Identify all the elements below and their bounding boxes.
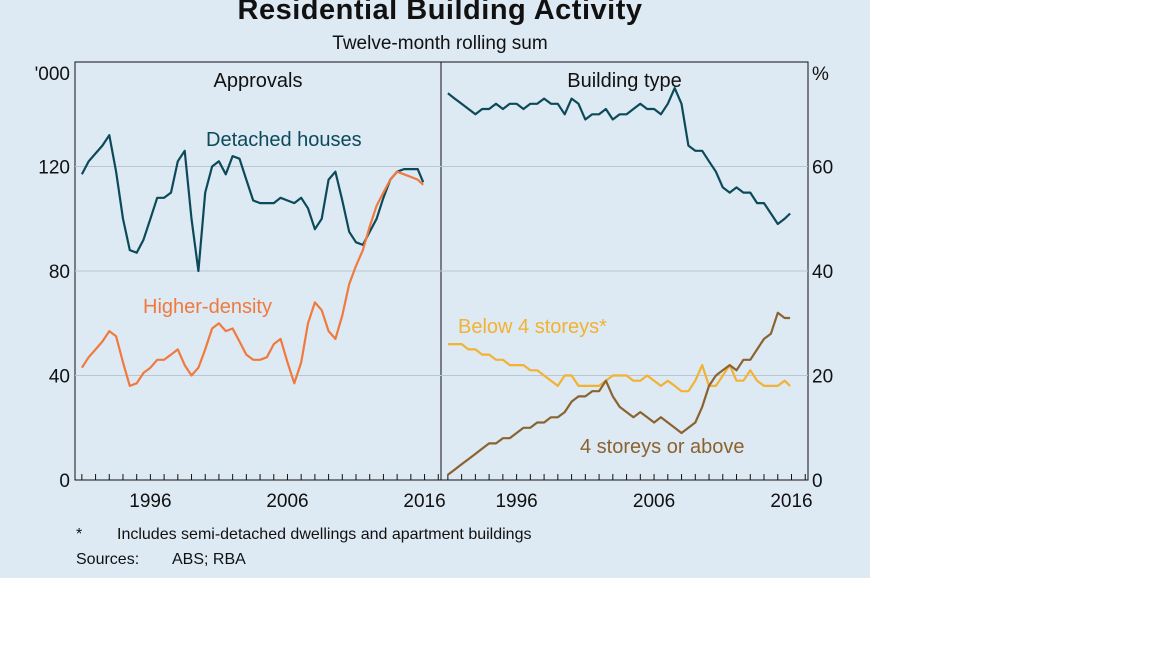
x-tick-label: 1996 xyxy=(129,491,171,512)
y-tick-label: 80 xyxy=(49,262,70,283)
x-tick-label: 1996 xyxy=(495,491,537,512)
y-tick-label: 60 xyxy=(812,158,833,179)
footnote-marker: * xyxy=(76,526,83,543)
panel-title: Building type xyxy=(567,70,682,92)
series-annotation: Below 4 storeys* xyxy=(458,316,607,338)
series-annotation: Detached houses xyxy=(206,129,362,151)
series-annotation: 4 storeys or above xyxy=(580,436,745,458)
y-tick-label: 0 xyxy=(59,471,70,492)
series-line-4-storeys-or-above xyxy=(447,311,791,476)
series-line-below-4-storeys xyxy=(447,343,791,393)
y-unit-label: % xyxy=(812,64,829,85)
chart-title: Residential Building Activity xyxy=(237,0,643,26)
y-tick-label: 40 xyxy=(49,367,70,388)
x-tick-label: 2006 xyxy=(266,491,308,512)
series-line-detached-houses xyxy=(80,134,425,273)
y-tick-label: 0 xyxy=(812,471,823,492)
series-annotation: Higher-density xyxy=(143,296,272,318)
x-tick-label: 2016 xyxy=(403,491,445,512)
y-tick-label: 120 xyxy=(38,158,70,179)
y-tick-label: 40 xyxy=(812,262,833,283)
y-tick-label: 20 xyxy=(812,367,833,388)
sources-label: Sources: xyxy=(76,551,140,568)
panel-approvals: 0 40 80 120 '000 1996 2006 2016 Approvals xyxy=(35,64,446,512)
chart-card: Residential Building Activity Twelve-mon… xyxy=(0,0,870,578)
x-tick-label: 2016 xyxy=(770,491,812,512)
chart-figure: 0 40 80 120 '000 1996 2006 2016 Approvals 0 20 40 60… xyxy=(35,61,833,512)
y-unit-label: '000 xyxy=(35,64,70,85)
sources: ABS; RBA xyxy=(172,551,246,568)
x-tick-label: 2006 xyxy=(633,491,675,512)
series-line-detached-houses xyxy=(447,87,791,226)
chart-subtitle: Twelve-month rolling sum xyxy=(332,33,548,54)
series-line-higher-density xyxy=(80,170,424,387)
panel-building-type: 0 20 40 60% 1996 2006 2016 Building type xyxy=(441,64,833,512)
footnote: Includes semi-detached dwellings and apa… xyxy=(117,526,532,543)
panel-title: Approvals xyxy=(214,70,303,92)
